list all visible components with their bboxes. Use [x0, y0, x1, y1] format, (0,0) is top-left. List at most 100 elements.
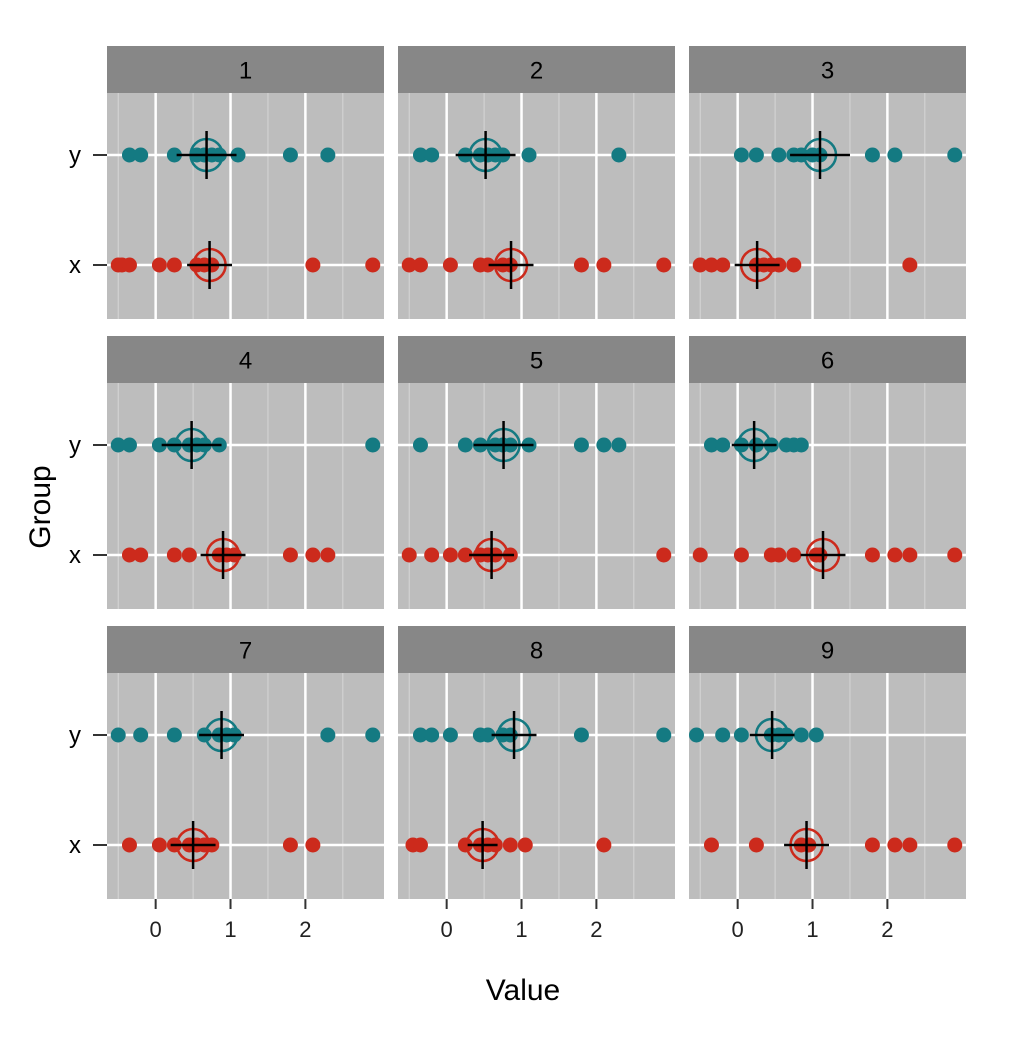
facet-panel-5: 5	[398, 336, 675, 609]
panel-background	[107, 93, 384, 319]
data-point-y	[110, 727, 126, 743]
data-point-x	[596, 837, 612, 853]
data-point-y	[715, 727, 731, 743]
data-point-y	[793, 437, 809, 453]
facet-strip	[107, 626, 384, 673]
data-point-y	[611, 437, 627, 453]
facet-panel-7: 7	[107, 626, 384, 899]
data-point-y	[521, 147, 537, 163]
data-point-x	[902, 547, 918, 563]
x-tick-label: 2	[590, 917, 602, 942]
data-point-x	[151, 257, 167, 273]
data-point-x	[181, 547, 197, 563]
data-point-x	[121, 257, 137, 273]
y-tick-label: y	[69, 722, 81, 749]
data-point-y	[688, 727, 704, 743]
data-point-y	[733, 147, 749, 163]
data-point-x	[573, 257, 589, 273]
data-point-y	[166, 727, 182, 743]
facet-panel-8: 8	[398, 626, 675, 899]
data-point-y	[320, 727, 336, 743]
data-point-y	[230, 147, 246, 163]
x-tick-label: 0	[441, 917, 453, 942]
facet-strip	[398, 626, 675, 673]
data-point-x	[121, 547, 137, 563]
facet-strip-label: 3	[821, 58, 834, 85]
y-tick-label: x	[69, 542, 81, 569]
data-point-x	[166, 257, 182, 273]
facet-strip	[107, 46, 384, 93]
x-tick-label: 1	[515, 917, 527, 942]
facet-strip-label: 7	[239, 638, 252, 665]
data-point-y	[133, 727, 149, 743]
panel-background	[107, 673, 384, 899]
data-point-x	[596, 257, 612, 273]
data-point-y	[412, 437, 428, 453]
data-point-y	[121, 147, 137, 163]
data-point-y	[733, 727, 749, 743]
data-point-x	[771, 547, 787, 563]
data-point-y	[864, 147, 880, 163]
facet-panel-1: 1	[107, 46, 384, 319]
data-point-y	[110, 437, 126, 453]
facet-strip-label: 1	[239, 58, 252, 85]
facet-strip-label: 8	[530, 638, 543, 665]
data-point-x	[703, 837, 719, 853]
data-point-y	[424, 147, 440, 163]
data-point-y	[596, 437, 612, 453]
panel-background	[398, 93, 675, 319]
data-point-x	[786, 547, 802, 563]
x-tick-label: 1	[224, 917, 236, 942]
data-point-x	[166, 547, 182, 563]
y-tick-label: y	[69, 142, 81, 169]
x-tick-label: 2	[881, 917, 893, 942]
panel-background	[689, 673, 966, 899]
data-point-x	[947, 547, 963, 563]
data-point-x	[864, 547, 880, 563]
data-point-y	[748, 147, 764, 163]
data-point-y	[282, 147, 298, 163]
data-point-x	[480, 257, 496, 273]
facet-strip-label: 2	[530, 58, 543, 85]
data-point-x	[424, 547, 440, 563]
data-point-x	[412, 837, 428, 853]
data-point-y	[887, 147, 903, 163]
data-point-y	[947, 147, 963, 163]
data-point-x	[320, 547, 336, 563]
data-point-x	[151, 837, 167, 853]
x-tick-label: 2	[299, 917, 311, 942]
facet-strip	[107, 336, 384, 383]
data-point-y	[412, 147, 428, 163]
y-tick-label: x	[69, 252, 81, 279]
data-point-x	[692, 257, 708, 273]
facet-strip	[689, 336, 966, 383]
panel-background	[107, 383, 384, 609]
facet-panel-9: 9	[688, 626, 966, 899]
data-point-y	[121, 437, 137, 453]
data-point-x	[902, 257, 918, 273]
data-point-y	[715, 437, 731, 453]
data-point-x	[786, 257, 802, 273]
data-point-x	[692, 547, 708, 563]
data-point-x	[902, 837, 918, 853]
data-point-x	[656, 257, 672, 273]
data-point-x	[947, 837, 963, 853]
data-point-x	[401, 547, 417, 563]
data-point-x	[412, 257, 428, 273]
data-point-y	[771, 147, 787, 163]
data-point-y	[365, 437, 381, 453]
facet-strip-label: 5	[530, 348, 543, 375]
data-point-x	[517, 837, 533, 853]
y-tick-label: x	[69, 832, 81, 859]
facet-panel-6: 6	[689, 336, 966, 609]
facet-panel-3: 3	[689, 46, 966, 319]
facet-panel-4: 4	[107, 336, 384, 609]
data-point-x	[887, 547, 903, 563]
data-point-x	[305, 837, 321, 853]
facet-strip	[398, 46, 675, 93]
data-point-y	[480, 727, 496, 743]
data-point-x	[442, 547, 458, 563]
data-point-x	[887, 837, 903, 853]
x-tick-label: 1	[806, 917, 818, 942]
